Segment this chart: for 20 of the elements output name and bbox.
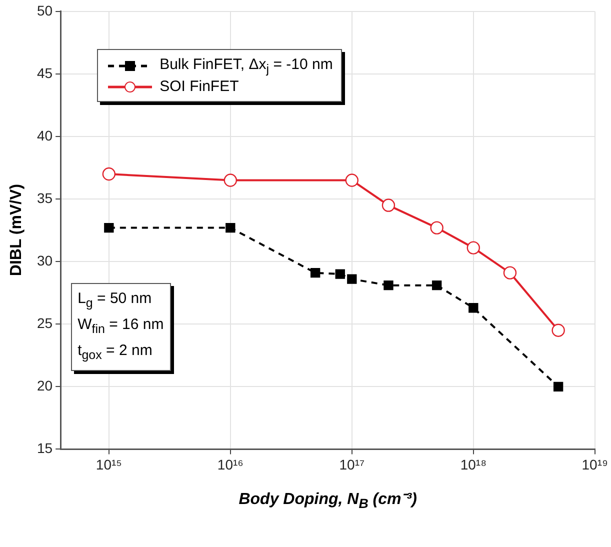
annotation: L$_{g}$ = 50 nm	[78, 288, 153, 312]
y-tick-label: 30	[36, 252, 53, 268]
y-tick-label: 45	[36, 64, 53, 81]
legend-label: Bulk FinFET, Δx$_{j}$ = -10 nm	[160, 56, 333, 76]
y-tick-label: 40	[36, 127, 53, 144]
x-tick-label: 10¹⁶	[217, 456, 244, 472]
x-tick-label: 10¹⁹	[582, 456, 608, 472]
legend-label: SOI FinFET	[160, 78, 239, 96]
y-tick-label: 20	[36, 378, 53, 394]
x-tick-label: 10¹⁵	[96, 456, 122, 472]
y-tick-label: 25	[36, 314, 53, 331]
x-tick-label: 10¹⁸	[460, 456, 487, 472]
x-tick-label: 10¹⁷	[339, 456, 365, 472]
annotation: W$_{fin}$ = 16 nm	[78, 314, 164, 338]
y-axis-title: DIBL (mV/V)	[8, 184, 26, 276]
x-axis-title: Body Doping, N$_{B}$ (cm⁻³)	[238, 490, 417, 512]
annotation: t$_{gox}$ = 2 nm	[78, 340, 154, 364]
y-tick-label: 35	[36, 190, 53, 206]
y-tick-label: 15	[36, 440, 53, 456]
y-tick-label: 50	[36, 2, 53, 18]
